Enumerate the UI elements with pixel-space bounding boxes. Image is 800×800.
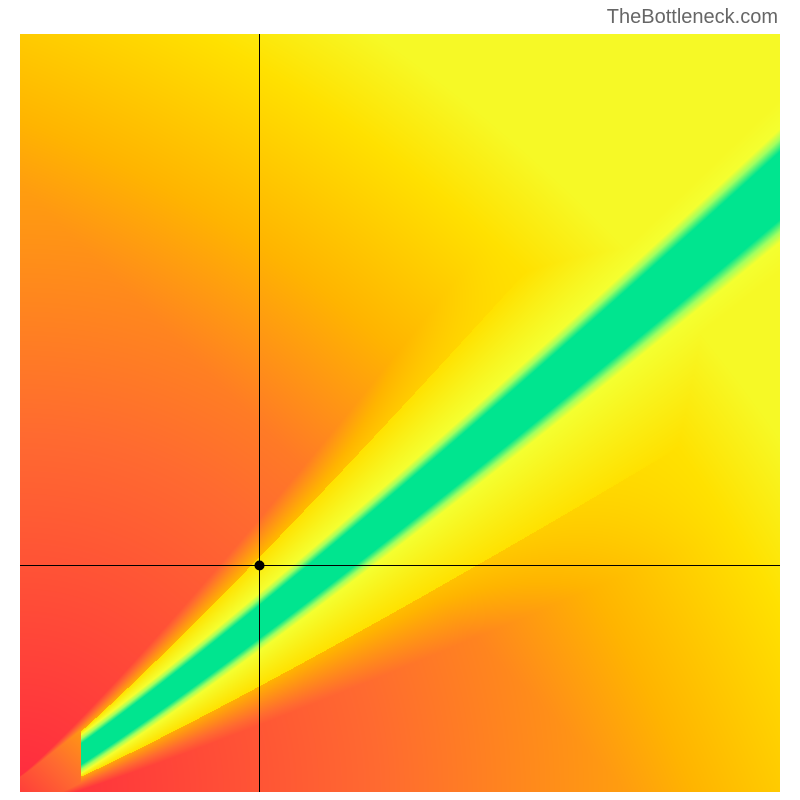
heatmap-canvas	[20, 34, 780, 792]
watermark-text: TheBottleneck.com	[607, 6, 778, 29]
bottleneck-heatmap	[20, 34, 780, 792]
